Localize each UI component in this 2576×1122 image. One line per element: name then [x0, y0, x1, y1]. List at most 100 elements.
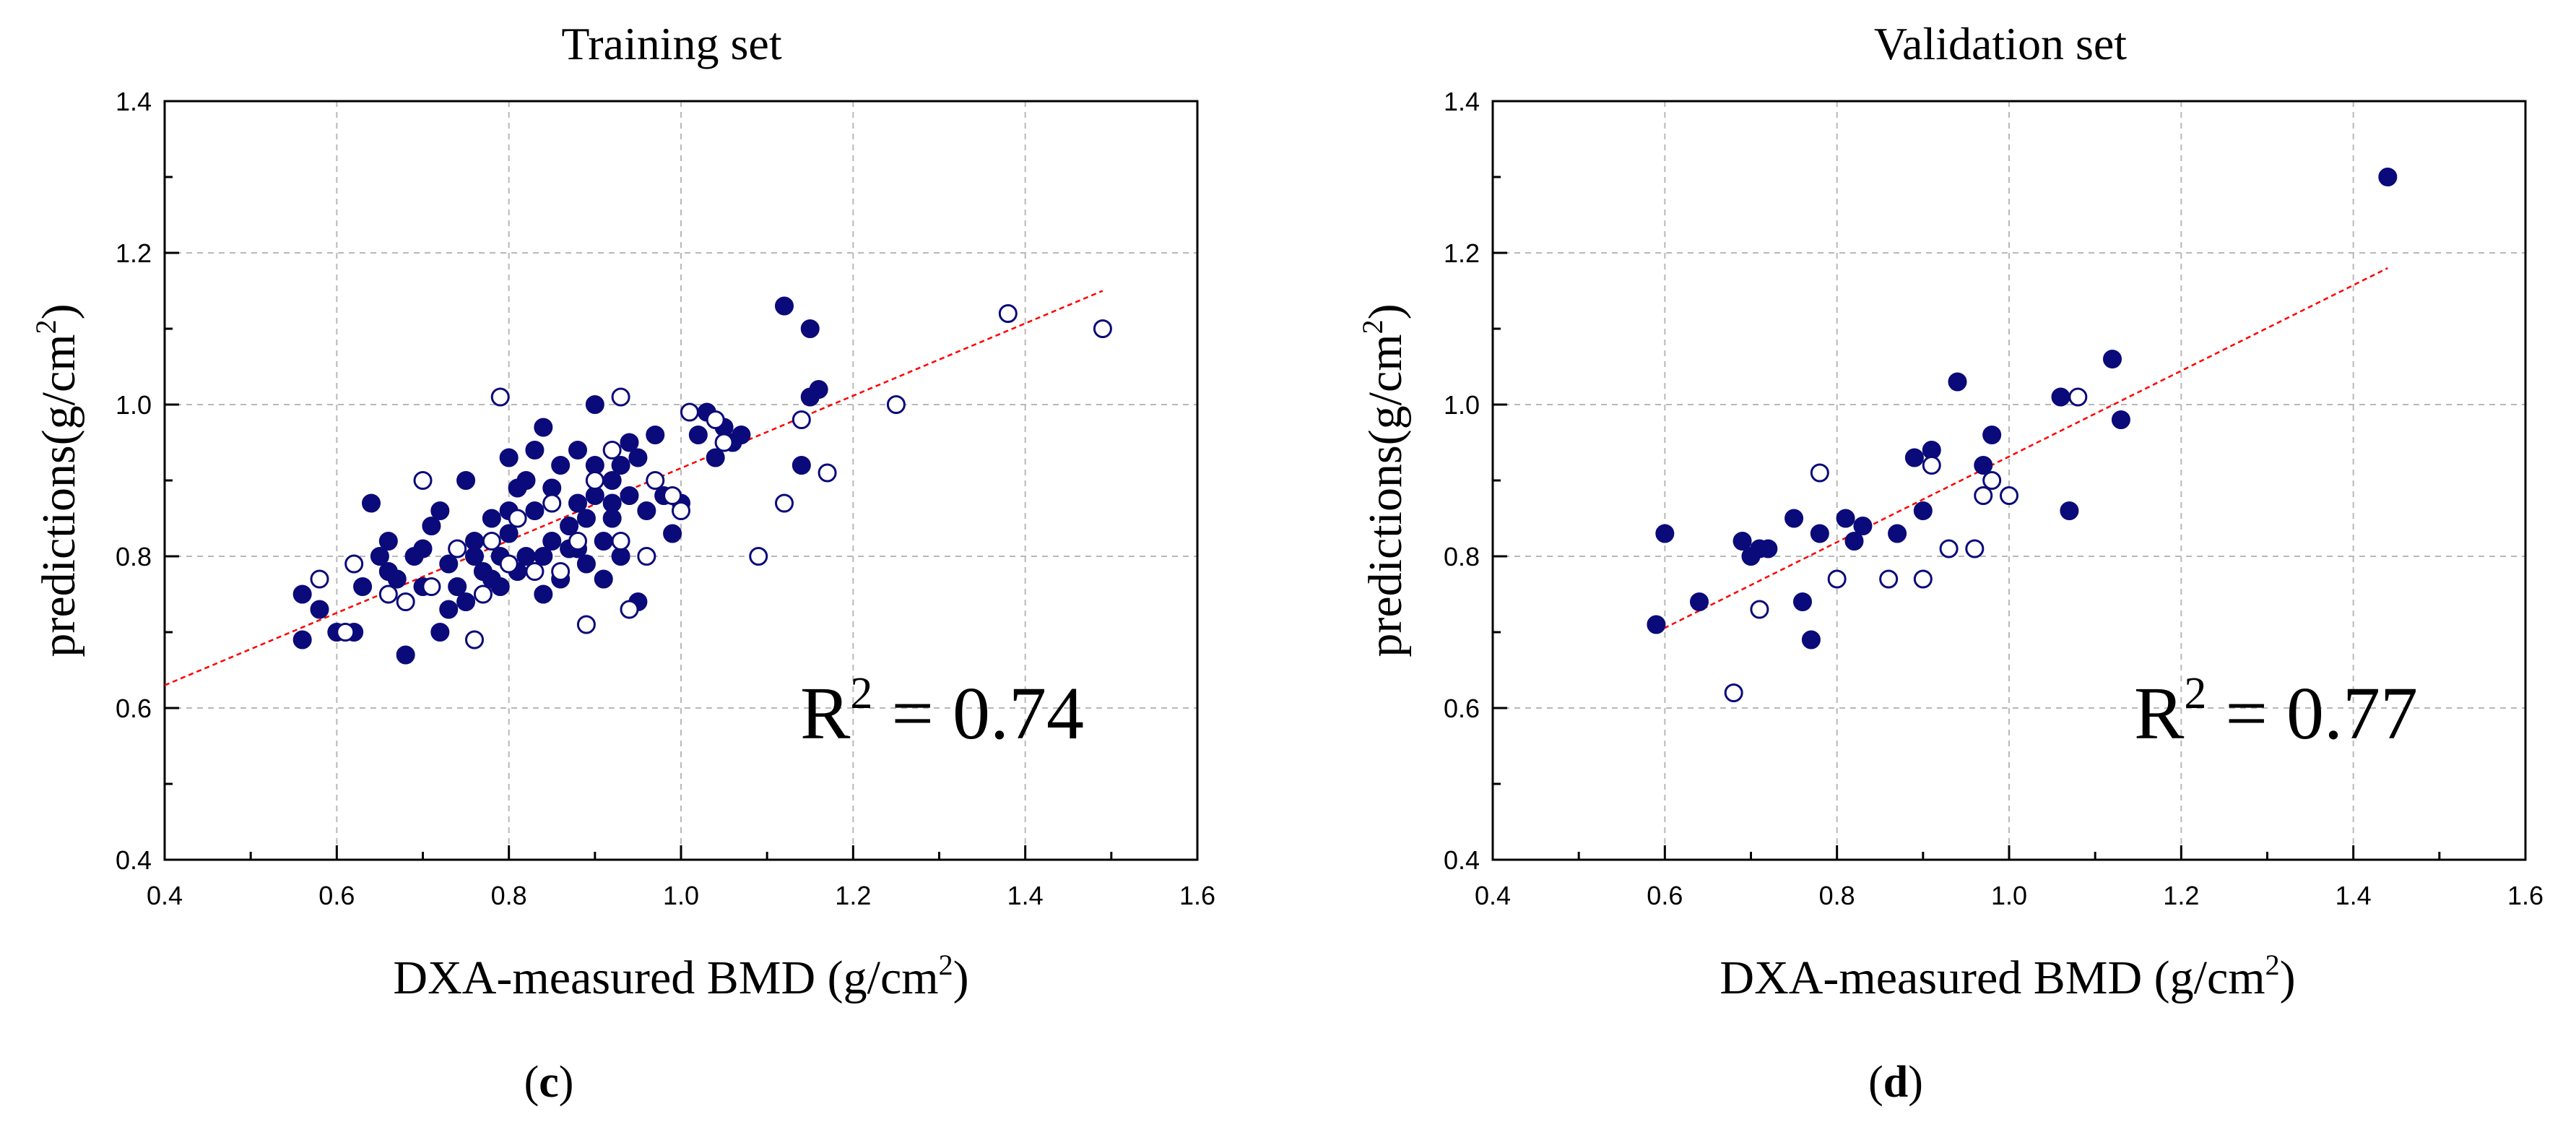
point-open: [378, 584, 398, 604]
point-filled: [706, 448, 725, 467]
fit-line: [1655, 267, 2388, 634]
point-open: [620, 600, 639, 619]
y-tick-label: 1.4: [1444, 87, 1480, 116]
point-filled: [499, 524, 519, 543]
point-open: [1750, 600, 1769, 619]
x-tick-label: 1.4: [1007, 881, 1044, 910]
x-tick-label: 0.4: [147, 881, 183, 910]
x-tick-label: 1.0: [1991, 881, 2027, 910]
point-open: [568, 532, 587, 551]
x-label-text: DXA-measured BMD (g/cm: [393, 951, 938, 1004]
point-open: [508, 509, 527, 528]
panel-validation: Validation set 0.4 0.6 0.8 1.0 1.2 1.4 1.60.40…: [1356, 18, 2544, 1107]
point-filled: [809, 380, 828, 399]
grid-lines: [1493, 101, 2525, 860]
point-filled: [1647, 615, 1666, 634]
r2-sup: 2: [2184, 669, 2206, 718]
point-open: [422, 577, 441, 596]
y-axis-label: predictions(g/cm2): [1356, 303, 1412, 657]
point-filled: [576, 509, 596, 528]
y-tick-label: 0.8: [1444, 542, 1480, 571]
x-label-sup: 2: [2265, 949, 2280, 981]
point-filled: [1758, 539, 1778, 558]
point-filled: [1853, 517, 1873, 535]
point-open: [680, 402, 699, 422]
point-filled: [628, 448, 648, 467]
point-open: [818, 463, 837, 483]
point-filled: [568, 441, 587, 459]
panel-label-letter: c: [539, 1058, 559, 1107]
x-tick-label: 1.2: [2163, 881, 2199, 910]
x-label-text: DXA-measured BMD (g/cm: [1719, 951, 2265, 1004]
point-filled: [1784, 509, 1804, 528]
y-tick-label: 1.0: [1444, 390, 1480, 420]
point-open: [482, 532, 501, 551]
point-open: [344, 554, 364, 574]
point-open: [749, 547, 768, 566]
point-open: [551, 562, 571, 581]
x-label-suffix: ): [953, 951, 969, 1004]
point-filled: [1904, 448, 1924, 467]
point-filled: [465, 532, 484, 551]
x-label-suffix: ): [2280, 951, 2296, 1004]
point-filled: [1844, 532, 1864, 551]
point-open: [490, 387, 510, 407]
x-tick-label: 0.8: [1819, 881, 1855, 910]
x-tick-label: 0.6: [1647, 881, 1683, 910]
point-open: [448, 539, 467, 558]
panel-label: (c): [524, 1058, 574, 1107]
point-filled: [362, 493, 381, 513]
point-open: [1982, 471, 2002, 490]
fit-line-group: [164, 290, 1103, 686]
point-filled: [792, 456, 811, 475]
point-open: [1965, 539, 1985, 558]
point-filled: [688, 426, 708, 444]
y-tick-label: 1.4: [116, 87, 152, 116]
y-tick-label: 0.4: [116, 845, 152, 875]
point-open: [663, 486, 682, 505]
y-tick-label: 1.2: [116, 238, 152, 268]
point-open: [998, 304, 1018, 323]
point-filled: [1732, 532, 1752, 551]
point-filled: [396, 645, 415, 665]
point-open: [1724, 683, 1743, 702]
point-filled: [576, 554, 596, 574]
point-open: [473, 584, 493, 604]
point-filled: [1690, 592, 1709, 611]
point-open: [1913, 569, 1933, 589]
point-filled: [1888, 524, 1907, 543]
point-open: [585, 471, 604, 490]
point-open: [1939, 539, 1959, 558]
chart-title: Validation set: [1874, 18, 2127, 69]
point-filled: [378, 532, 398, 551]
point-filled: [534, 418, 553, 437]
point-filled: [439, 554, 459, 574]
point-filled: [1982, 426, 2002, 444]
x-tick-label: 1.6: [2507, 881, 2544, 910]
point-filled: [594, 532, 613, 551]
point-filled: [637, 501, 656, 520]
point-open: [706, 410, 725, 429]
point-filled: [2051, 387, 2070, 407]
point-open: [576, 615, 596, 634]
point-open: [1974, 486, 1993, 505]
point-open: [611, 387, 630, 407]
x-tick-label: 1.0: [663, 881, 699, 910]
point-open: [310, 569, 329, 589]
point-filled: [732, 426, 751, 444]
x-tick-label: 1.2: [835, 881, 871, 910]
point-filled: [448, 577, 467, 596]
point-filled: [663, 524, 682, 543]
point-filled: [490, 577, 510, 596]
point-open: [336, 623, 355, 642]
y-label-suffix: ): [32, 303, 85, 319]
fit-line-group: [1655, 267, 2388, 634]
point-open: [1827, 569, 1847, 589]
point-filled: [1974, 456, 1993, 475]
point-filled: [2103, 350, 2122, 368]
point-filled: [456, 471, 476, 490]
point-filled: [430, 501, 450, 520]
point-open: [542, 493, 562, 513]
chart-title: Training set: [561, 18, 781, 69]
